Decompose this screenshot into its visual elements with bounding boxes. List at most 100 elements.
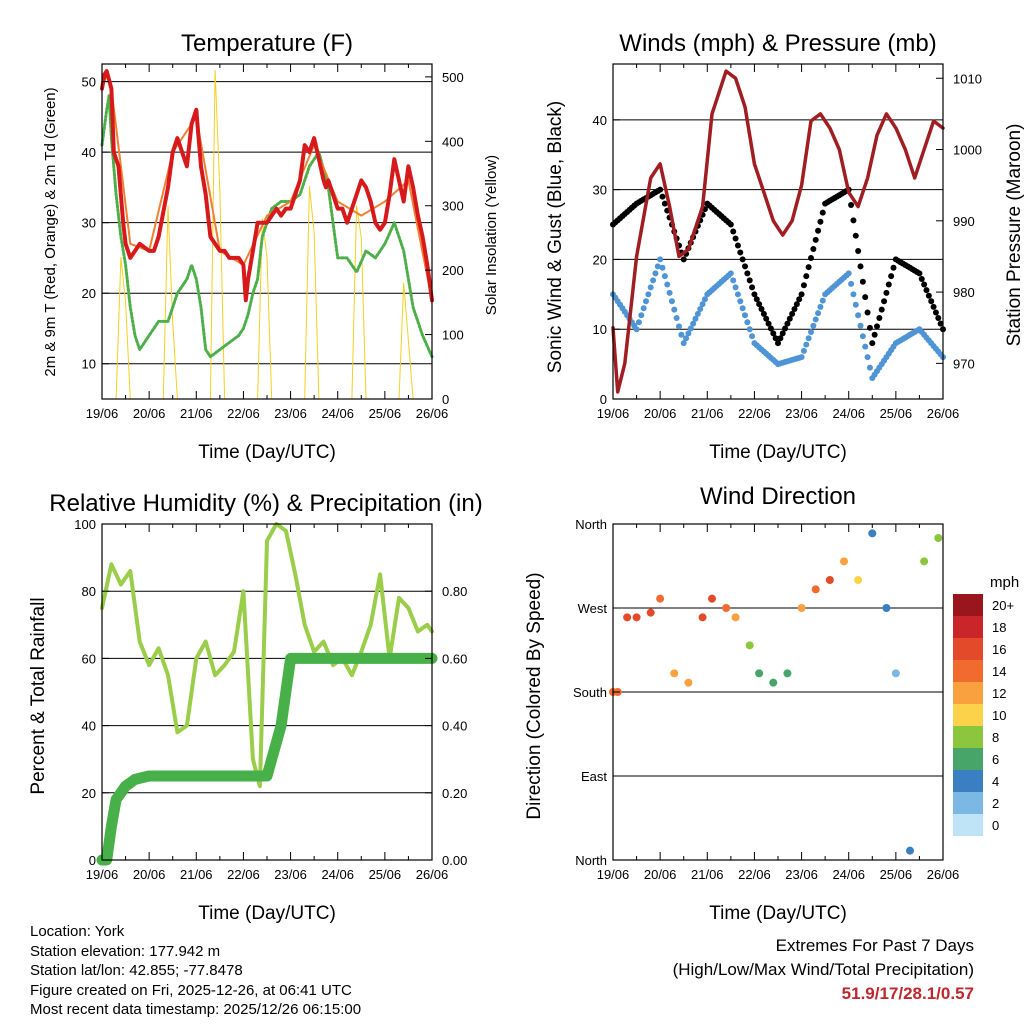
winds-ylabel-left: Sonic Wind & Gust (Blue, Black)	[545, 101, 566, 373]
humidity-line	[100, 522, 434, 789]
gust-point	[789, 310, 796, 317]
humidity-ylabel-left: Percent & Total Rainfall	[28, 597, 49, 794]
x-tick-label: 24/06	[832, 867, 865, 882]
info-recent: Most recent data timestamp: 2025/12/26 0…	[30, 1001, 362, 1018]
y2-tick-label: 500	[442, 70, 464, 85]
legend-swatch	[953, 638, 983, 660]
direction-point	[632, 613, 641, 622]
wind-point	[697, 305, 704, 312]
direction-point	[891, 669, 900, 678]
info-created: Figure created on Fri, 2025-12-26, at 06…	[30, 981, 352, 999]
direction-point	[811, 585, 820, 594]
wind-point	[683, 335, 690, 342]
direction-point	[840, 557, 848, 566]
gust-point	[918, 275, 925, 282]
x-tick-label: 25/06	[369, 406, 402, 421]
direction-point	[623, 613, 632, 622]
x-tick-label: 24/06	[321, 867, 354, 882]
direction-point	[698, 613, 707, 622]
temp-2m-line	[100, 69, 434, 303]
gust-point	[730, 228, 737, 235]
speed-legend: mph 20+ 18 16 14 12 10 8 6 4 2 0	[953, 574, 1019, 836]
direction-point	[797, 604, 806, 612]
wind-point	[744, 319, 751, 326]
wind-point	[855, 312, 862, 319]
gust-point	[848, 201, 855, 208]
x-tick-label: 22/06	[227, 867, 260, 882]
gust-point	[732, 235, 739, 242]
wind-point	[805, 335, 812, 342]
direction-ylabel-left: Direction (Colored By Speed)	[524, 572, 545, 819]
x-tick-label: 20/06	[644, 406, 677, 421]
y-tick-label: 40	[593, 113, 607, 128]
wind-point	[687, 325, 694, 332]
y-tick-label: 60	[82, 651, 96, 666]
y-tick-label: 30	[82, 216, 96, 231]
x-tick-label: 24/06	[832, 406, 865, 421]
wind-point	[749, 333, 756, 340]
x-tick-label: 26/06	[416, 867, 449, 882]
gust-point	[878, 306, 885, 313]
y2-tick-label: 0.20	[442, 786, 467, 801]
y-tick-label: 10	[82, 357, 96, 372]
precip-line	[96, 652, 438, 866]
gust-point	[793, 301, 800, 308]
wind-point	[643, 298, 649, 305]
direction-point	[646, 608, 655, 617]
gust-point	[812, 236, 819, 243]
legend-label: 14	[992, 664, 1006, 679]
x-tick-label: 21/06	[691, 867, 724, 882]
legend-swatch	[953, 704, 983, 726]
wind-point	[668, 298, 675, 305]
wind-point	[810, 322, 817, 329]
legend-label: 2	[992, 796, 999, 811]
direction-panel: Wind Direction NorthEastSouthWestNorth19…	[524, 483, 1019, 924]
direction-title: Wind Direction	[700, 483, 856, 510]
humidity-xlabel: Time (Day/UTC)	[198, 903, 336, 924]
legend-label: 4	[992, 774, 999, 789]
direction-point	[769, 678, 778, 687]
wind-point	[862, 343, 869, 350]
wind-point	[746, 326, 753, 333]
gust-point	[808, 255, 814, 262]
wind-point	[734, 291, 741, 298]
plot-frame	[101, 523, 433, 861]
y-tick-label: 0	[600, 392, 607, 407]
wind-point	[848, 280, 855, 287]
gust-point	[782, 325, 789, 332]
legend-label: 6	[992, 752, 999, 767]
y-tick-label: 80	[82, 584, 96, 599]
humidity-title: Relative Humidity (%) & Precipitation (i…	[49, 490, 482, 517]
direction-point	[670, 669, 679, 678]
wind-point	[812, 316, 819, 323]
direction-point	[868, 529, 877, 538]
wind-point	[739, 305, 746, 312]
wind-point	[732, 284, 739, 291]
wind-point	[654, 263, 661, 270]
legend-label: 18	[992, 620, 1006, 635]
wind-point	[819, 297, 826, 304]
solar-insolation-line	[115, 69, 414, 400]
y-tick-label: 100	[74, 517, 96, 532]
x-tick-label: 20/06	[644, 867, 677, 882]
gust-point	[767, 325, 774, 332]
gust-point	[862, 294, 869, 301]
gust-point	[763, 315, 770, 322]
gust-point	[855, 248, 862, 255]
wind-point	[815, 310, 822, 317]
x-tick-label: 19/06	[86, 406, 119, 421]
gust-point	[791, 305, 798, 312]
gust-point	[852, 232, 859, 239]
wind-point	[666, 289, 673, 296]
y2-tick-label: 1010	[953, 71, 982, 86]
wind-point	[638, 312, 645, 319]
x-tick-label: 23/06	[274, 406, 307, 421]
direction-point	[920, 557, 929, 566]
gust-point	[661, 200, 668, 207]
gust-point	[921, 281, 928, 288]
y2-tick-label: 0	[442, 392, 449, 407]
x-tick-label: 25/06	[880, 867, 913, 882]
gust-point	[760, 310, 767, 317]
gust-point	[850, 217, 857, 224]
gust-point	[751, 291, 758, 298]
